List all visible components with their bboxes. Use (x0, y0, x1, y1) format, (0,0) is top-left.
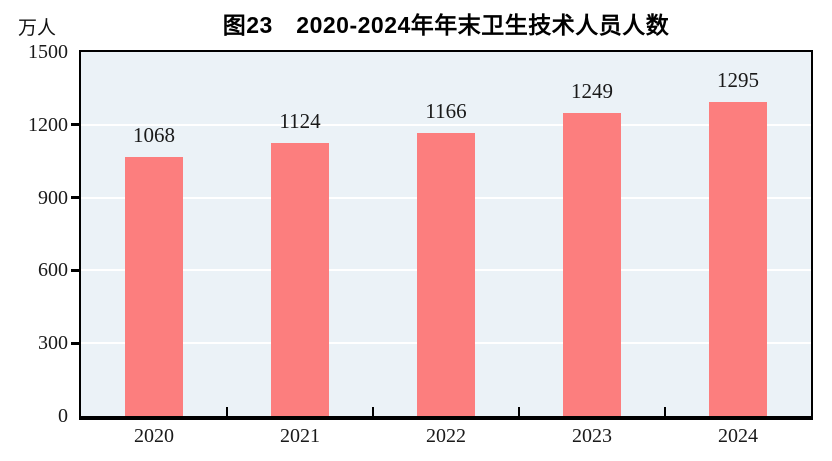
bar-value-label: 1068 (133, 123, 175, 147)
y-axis-tick (71, 341, 79, 345)
chart-title: 图23 2020-2024年年末卫生技术人员人数 (222, 12, 670, 38)
bar-value-label: 1166 (425, 99, 467, 123)
bar-2023 (563, 113, 621, 416)
x-axis-tick (372, 407, 374, 416)
x-axis-tick (226, 407, 228, 416)
y-axis-tick-label: 900 (38, 186, 68, 209)
bar-2024 (709, 102, 767, 416)
y-axis-tick-label: 600 (38, 259, 68, 282)
y-axis-tick (71, 196, 79, 200)
x-axis-tick (664, 407, 666, 416)
y-axis-tick-label: 0 (58, 405, 68, 427)
x-axis-tick-label: 2020 (134, 425, 174, 447)
x-axis-tick (518, 407, 520, 416)
bar-2020 (125, 157, 183, 416)
y-axis-unit-label: 万人 (18, 18, 57, 39)
x-axis-tick-label: 2022 (426, 425, 466, 447)
bar-value-label: 1295 (717, 68, 759, 92)
plot-area: 1068 1124 1166 1249 1295 (71, 50, 813, 420)
gridline-1200 (81, 123, 811, 126)
y-axis-tick (71, 123, 79, 127)
y-axis-tick-label: 300 (38, 332, 68, 355)
bar-value-label: 1124 (279, 109, 321, 133)
y-axis-tick (71, 268, 79, 272)
x-axis-tick-label: 2024 (718, 425, 758, 447)
y-axis-tick-label: 1500 (28, 41, 68, 63)
bar-2021 (271, 143, 329, 416)
x-axis-tick-label: 2021 (280, 425, 320, 447)
bar-value-label: 1249 (571, 79, 613, 103)
x-axis-tick-label: 2023 (572, 425, 612, 447)
bar-2022 (417, 133, 475, 416)
y-axis-tick-label: 1200 (28, 113, 68, 136)
